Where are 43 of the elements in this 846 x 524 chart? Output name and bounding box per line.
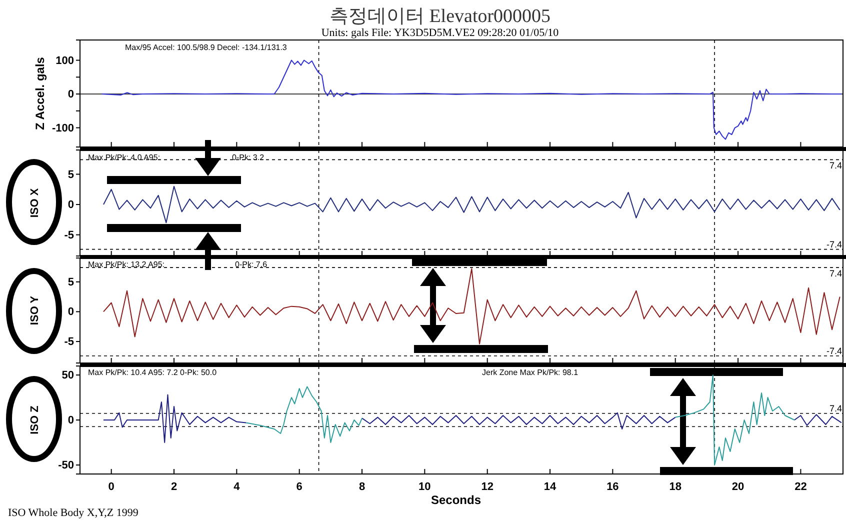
y-tick-label: 0 <box>68 414 74 427</box>
y-tick-label: 0 <box>68 199 74 212</box>
ref-line-label: 7.4 <box>829 403 842 414</box>
y-axis-title: Z Accel. gals <box>33 56 48 130</box>
x-tick-label: 14 <box>544 481 558 494</box>
x-axis-title: Seconds <box>431 493 482 507</box>
ref-line-label: 7.4 <box>829 160 842 171</box>
x-tick-label: 12 <box>481 481 494 494</box>
y-axis-title: ISO Y <box>28 295 41 326</box>
ref-line-label: 7.4 <box>829 268 842 279</box>
annotation: Max Pk/Pk: 13.2 A95: <box>88 260 164 269</box>
x-tick-label: 6 <box>296 481 302 494</box>
y-tick-label: 50 <box>62 370 74 382</box>
x-tick-label: 16 <box>606 481 619 494</box>
annotation: Max Pk/Pk: 10.4 A95: 7.2 0-Pk: 50.0 <box>88 368 218 377</box>
text: ISO Whole Body X,Y,Z 1999 <box>8 507 139 519</box>
annotation: 0-Pk: 7.6 <box>235 260 268 269</box>
y-tick-label: 0 <box>68 306 74 318</box>
x-tick-label: 10 <box>418 481 431 494</box>
y-axis-title: ISO Z <box>28 405 41 434</box>
annotation: Jerk Zone Max Pk/Pk: 98.1 <box>482 368 579 377</box>
y-tick-label: 5 <box>68 276 74 288</box>
x-tick-label: 8 <box>358 481 366 494</box>
x-tick-label: 2 <box>170 481 178 494</box>
y-tick-label: -50 <box>58 460 74 472</box>
chart-title: 측정데이터 Elevator000005 <box>329 6 551 27</box>
y-axis-title: ISO X <box>28 188 41 218</box>
annotation: Max/95 Accel: 100.5/98.9 Decel: -134.1/131.3 <box>125 43 288 52</box>
y-tick-label: 5 <box>68 168 74 181</box>
ref-line-label: -7.4 <box>826 239 842 250</box>
ref-line-label: -7.4 <box>826 346 842 356</box>
x-tick-label: 18 <box>669 481 682 494</box>
y-tick-label: 100 <box>56 54 74 67</box>
y-tick-label: 0 <box>68 88 74 101</box>
x-tick-label: 22 <box>794 481 807 494</box>
chart-subtitle: Units: gals File: YK3D5D5M.VE2 09:28:20 01/05/10 <box>321 27 560 39</box>
y-tick-label: -5 <box>64 336 74 348</box>
x-tick-label: 4 <box>234 481 241 494</box>
x-tick-label: 0 <box>108 481 114 494</box>
x-tick-label: 20 <box>732 481 744 494</box>
y-tick-label: -100 <box>52 122 74 134</box>
annotation: Max Pk/Pk: 4.0 A95: <box>88 153 160 162</box>
y-tick-label: -5 <box>64 229 74 242</box>
